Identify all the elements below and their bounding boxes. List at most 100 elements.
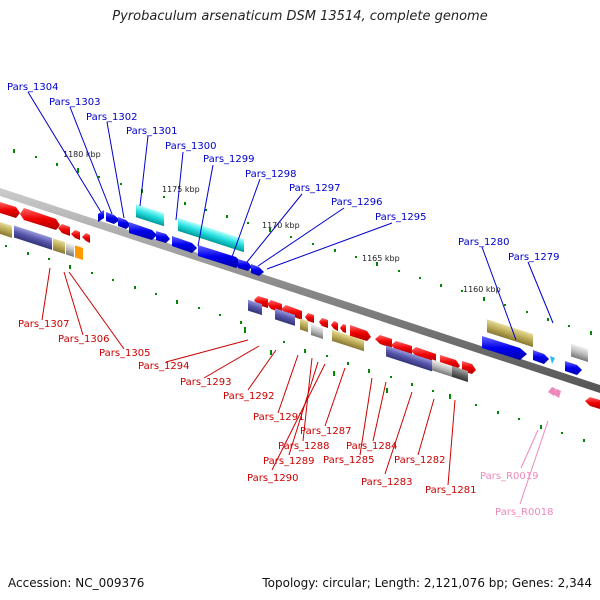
forward-strand-genes [98, 204, 588, 375]
gene-khaki-top[interactable] [487, 319, 533, 348]
scale-ticks-top [13, 149, 592, 335]
gene-slate-mid1[interactable] [248, 299, 262, 316]
label-lines-rna [519, 420, 549, 505]
gene-pars-1280b[interactable] [533, 350, 549, 364]
gene-khaki-mid1[interactable] [300, 318, 308, 333]
gene-gray-mid2[interactable] [432, 359, 452, 377]
genome-summary: Topology: circular; Length: 2,121,076 bp… [262, 576, 592, 590]
gene-cyan-3[interactable] [206, 226, 244, 253]
gene-pars-1284[interactable] [391, 341, 412, 355]
gene-pars-1299[interactable] [198, 245, 242, 268]
gene-pars-1301[interactable] [129, 222, 157, 240]
accession-label: Accession: NC_009376 [8, 576, 145, 590]
label-pars-1293: Pars_1293 [180, 377, 231, 388]
map-title: Pyrobaculum arsenaticum DSM 13514, compl… [112, 9, 488, 24]
gene-pars-1294[interactable] [254, 296, 268, 308]
gene-labels-top: Pars_1304 Pars_1303 Pars_1302 Pars_1301 … [7, 82, 559, 263]
label-pars-1282: Pars_1282 [394, 455, 445, 466]
gene-khaki-left[interactable] [0, 222, 12, 238]
gene-pars-1287[interactable] [350, 325, 371, 341]
gene-slate-left[interactable] [14, 225, 52, 250]
label-pars-1283: Pars_1283 [361, 477, 412, 488]
gene-pars-1288[interactable] [319, 318, 328, 328]
label-pars-1284: Pars_1284 [346, 441, 397, 452]
label-pars-1292: Pars_1292 [223, 391, 274, 402]
label-pars-1298: Pars_1298 [245, 169, 296, 180]
gene-pars-1306[interactable] [20, 208, 60, 230]
gene-pars-1303[interactable] [106, 212, 120, 224]
label-pars-1290: Pars_1290 [247, 473, 298, 484]
gene-slate-mid2[interactable] [275, 308, 295, 326]
label-pars-1297: Pars_1297 [289, 183, 340, 194]
label-pars-1295: Pars_1295 [375, 212, 426, 223]
gene-slate-mid3[interactable] [386, 345, 432, 372]
gene-pars-1289[interactable] [331, 321, 338, 331]
tick-label-1170: 1170 kbp [262, 221, 300, 230]
label-pars-1289: Pars_1289 [263, 456, 314, 467]
label-pars-r0019: Pars_R0019 [480, 471, 538, 482]
gene-pars-r0018[interactable] [553, 389, 561, 398]
gene-khaki-mid2[interactable] [332, 329, 364, 352]
gene-gray-mid1[interactable] [311, 324, 323, 339]
gene-pars-1291[interactable] [305, 313, 314, 323]
label-pars-1288: Pars_1288 [278, 441, 329, 452]
gene-pars-1279[interactable] [565, 361, 582, 375]
label-pars-r0018: Pars_R0018 [495, 507, 553, 518]
gene-pars-1307[interactable] [0, 202, 20, 218]
gene-pars-1290[interactable] [340, 324, 346, 333]
label-pars-1302: Pars_1302 [86, 112, 137, 123]
label-pars-1285: Pars_1285 [323, 455, 374, 466]
scale-labels: 1180 kbp 1175 kbp 1170 kbp 1165 kbp 1160… [63, 150, 501, 294]
gene-pars-1301b[interactable] [156, 231, 170, 243]
label-pars-1300: Pars_1300 [165, 141, 216, 152]
gene-gray-left[interactable] [66, 242, 74, 258]
tick-label-1175: 1175 kbp [162, 185, 200, 194]
label-pars-1287: Pars_1287 [300, 426, 351, 437]
label-pars-1303: Pars_1303 [49, 97, 100, 108]
gene-pars-1298[interactable] [238, 259, 252, 271]
gene-pars-1280-red[interactable] [585, 397, 600, 409]
gene-pars-1305a[interactable] [58, 224, 70, 236]
label-pars-1299: Pars_1299 [203, 154, 254, 165]
label-pars-1305: Pars_1305 [99, 348, 150, 359]
label-pars-1279: Pars_1279 [508, 252, 559, 263]
label-lines-bottom [41, 267, 456, 486]
gene-small-cyan[interactable] [550, 356, 555, 364]
tick-label-1160: 1160 kbp [463, 285, 501, 294]
label-pars-1281: Pars_1281 [425, 485, 476, 496]
genome-backbone [0, 188, 600, 393]
gene-pars-1305b[interactable] [71, 230, 80, 240]
gene-orange-left[interactable] [75, 245, 83, 260]
gene-dark-mid[interactable] [452, 365, 468, 383]
gene-pars-1304[interactable] [98, 210, 104, 222]
gene-khaki-left2[interactable] [53, 238, 65, 255]
label-pars-1301: Pars_1301 [126, 126, 177, 137]
tick-label-1165: 1165 kbp [362, 254, 400, 263]
gene-pars-1302[interactable] [118, 217, 131, 229]
label-pars-1306: Pars_1306 [58, 334, 109, 345]
label-pars-1294: Pars_1294 [138, 361, 189, 372]
gene-pars-1297[interactable] [251, 264, 264, 276]
gene-pars-1283[interactable] [411, 347, 436, 363]
gene-gray-top[interactable] [571, 343, 588, 363]
label-lines-top [27, 91, 554, 341]
gene-labels-bottom: Pars_1307 Pars_1306 Pars_1305 Pars_1294 … [18, 319, 476, 496]
rna-genes [548, 387, 561, 398]
gene-pars-1285[interactable] [375, 335, 392, 348]
gene-cyan-2[interactable] [178, 217, 206, 240]
gene-pars-1292[interactable] [281, 305, 302, 320]
label-pars-1280: Pars_1280 [458, 237, 509, 248]
label-pars-1291: Pars_1291 [253, 412, 304, 423]
gene-pars-1305c[interactable] [82, 233, 90, 243]
label-pars-1307: Pars_1307 [18, 319, 69, 330]
gene-cyan-1[interactable] [136, 204, 164, 227]
tick-label-1180: 1180 kbp [63, 150, 101, 159]
gene-pars-1280[interactable] [482, 336, 527, 360]
gene-pars-1300[interactable] [172, 236, 197, 253]
label-pars-1296: Pars_1296 [331, 197, 382, 208]
reverse-strand-genes [0, 202, 600, 409]
scale-ticks-bottom [5, 245, 585, 442]
gene-labels-rna: Pars_R0019 Pars_R0018 [480, 471, 553, 518]
